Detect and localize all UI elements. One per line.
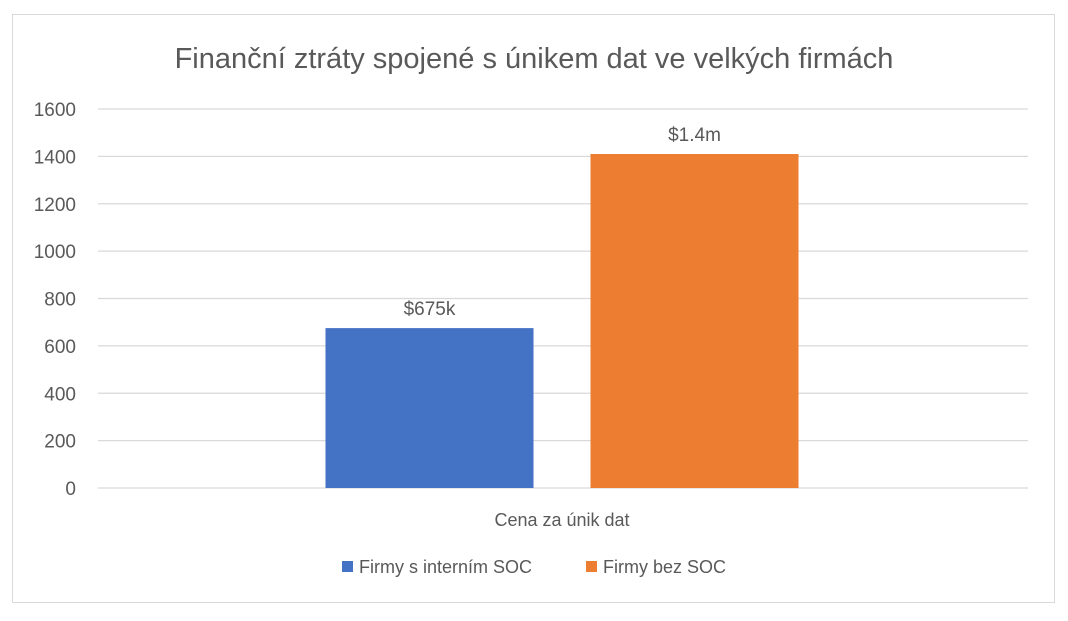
data-label: $1.4m	[668, 125, 721, 146]
y-tick-label: 0	[65, 479, 76, 500]
y-tick-label: 1200	[34, 195, 76, 216]
legend-label: Firmy bez SOC	[603, 557, 726, 577]
y-tick-label: 1600	[34, 100, 76, 121]
y-tick-label: 800	[44, 290, 76, 311]
y-tick-label: 200	[44, 432, 76, 453]
legend-swatch	[342, 561, 353, 572]
y-tick-label: 1400	[34, 147, 76, 168]
y-tick-label: 600	[44, 337, 76, 358]
y-tick-label: 400	[44, 384, 76, 405]
legend-swatch	[586, 561, 597, 572]
chart-frame	[12, 14, 1055, 603]
bar-2	[590, 154, 799, 488]
y-tick-label: 1000	[34, 242, 76, 263]
bar-1	[325, 328, 534, 488]
data-label: $675k	[404, 299, 456, 320]
chart-title: Finanční ztráty spojené s únikem dat ve …	[175, 43, 894, 75]
x-axis-label: Cena za únik dat	[494, 510, 629, 530]
legend-label: Firmy s interním SOC	[359, 557, 532, 577]
